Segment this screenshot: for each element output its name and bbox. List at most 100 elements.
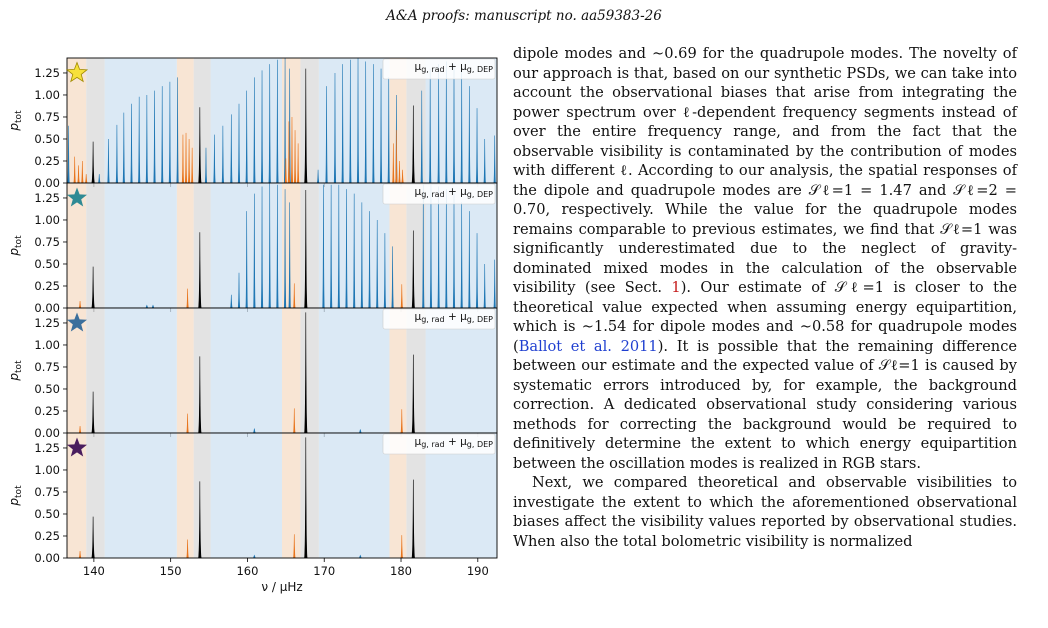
mode-peak-l2 [400, 409, 403, 433]
paragraph-1-part-a: dipole modes and ∼0.69 for the quadrupol… [513, 45, 1017, 296]
y-tick-label: 1.00 [34, 338, 60, 352]
mode-peak-l1 [493, 135, 496, 183]
mode-peak-l2 [398, 160, 401, 183]
paragraph-2: Next, we compared theoretical and observ… [513, 474, 1017, 550]
panel-legend-label: μg, rad + μg, DEP [415, 186, 494, 199]
mode-peak-l1 [372, 64, 375, 183]
body-text-column: dipole modes and ∼0.69 for the quadrupol… [513, 44, 1017, 551]
panel-frame [66, 432, 498, 559]
star-marker-icon [67, 187, 87, 207]
mode-peak-l1 [237, 103, 241, 183]
frequency-band-l0 [86, 183, 105, 308]
mode-peak-l0 [304, 68, 308, 183]
paragraph-1: dipole modes and ∼0.69 for the quadrupol… [513, 44, 1017, 473]
mode-peak-l2 [73, 156, 76, 183]
mode-peak-l0 [411, 105, 416, 183]
mode-peak-l1 [379, 68, 383, 183]
mode-peak-l1 [107, 138, 110, 183]
mode-peak-l1 [153, 90, 156, 183]
mode-peak-l1 [333, 72, 337, 183]
frequency-band-l0 [193, 308, 211, 433]
frequency-band-l0 [300, 183, 319, 308]
panel-plot-area [67, 308, 497, 433]
mode-peak-l1 [245, 90, 248, 183]
mode-peak-l2 [293, 283, 296, 308]
x-tick-label: 170 [313, 564, 335, 578]
mode-peak-l2 [184, 132, 188, 183]
mode-peak-l2 [78, 300, 82, 308]
frequency-band-l1 [104, 433, 177, 558]
frequency-band-l0 [193, 58, 211, 183]
frequency-band-l2 [282, 308, 301, 433]
panel-legend-box [382, 433, 496, 455]
frequency-band-l2 [176, 183, 194, 308]
mode-peak-l1 [483, 263, 486, 308]
y-tick-label: 1.25 [34, 441, 60, 455]
mode-peak-l1 [253, 193, 256, 308]
frequency-band-l0 [406, 433, 426, 558]
y-axis-label: ptot [7, 235, 24, 257]
mode-peak-l1 [161, 86, 164, 183]
frequency-band-l2 [176, 58, 194, 183]
frequency-band-l1 [318, 58, 390, 183]
x-axis-label: ν / μHz [261, 580, 302, 594]
mode-peak-l0 [411, 354, 416, 433]
mode-peak-l2 [400, 284, 403, 308]
frequency-band-l2 [389, 308, 407, 433]
mode-peak-l1 [145, 304, 149, 308]
frequency-band-l0 [406, 183, 426, 308]
mode-peak-l1 [230, 294, 233, 308]
mode-peak-l1 [151, 304, 155, 308]
mode-peak-l1 [276, 59, 279, 183]
y-tick-label: 0.50 [34, 132, 60, 146]
panel-legend-box [382, 58, 496, 80]
mode-peak-l1 [204, 147, 208, 183]
y-tick-label: 0.75 [34, 110, 60, 124]
y-tick-label: 0.75 [34, 485, 60, 499]
frequency-band-l0 [300, 308, 319, 433]
frequency-band-l2 [176, 308, 194, 433]
frequency-band-l1 [104, 58, 177, 183]
y-tick-label: 1.00 [34, 88, 60, 102]
frequency-band-l1 [104, 183, 177, 308]
mode-peak-l0 [91, 266, 95, 308]
mode-peak-l1 [253, 77, 256, 183]
mode-peak-l2 [84, 174, 88, 183]
mode-peak-l1 [364, 61, 367, 183]
frequency-band-l2 [67, 433, 87, 558]
figure-panel-1: 0.00 0.25 0.50 0.75 1.00 1.25 ptot μg, rad + μg… [7, 57, 498, 190]
mode-peak-l2 [293, 534, 296, 558]
frequency-band-l2 [282, 433, 301, 558]
frequency-band-l0 [300, 433, 319, 558]
frequency-band-l2 [67, 183, 87, 308]
y-tick-label: 0.75 [34, 360, 60, 374]
mode-peak-l1 [322, 184, 325, 308]
mode-peak-l1 [288, 202, 291, 308]
mode-peak-l2 [187, 138, 191, 183]
mode-peak-l2 [400, 535, 403, 558]
x-tick-label: 190 [467, 564, 489, 578]
frequency-band-l0 [86, 58, 105, 183]
panel-legend-label: μg, rad + μg, DEP [415, 436, 494, 449]
mode-peak-l1 [383, 233, 387, 308]
mode-peak-l1 [221, 125, 225, 183]
y-axis-label: ptot [7, 110, 24, 132]
mode-peak-l1 [316, 169, 320, 183]
y-tick-label: 0.00 [34, 426, 60, 440]
frequency-band-l2 [389, 58, 407, 183]
mode-peak-l1 [253, 428, 256, 433]
x-tick-label: 160 [236, 564, 258, 578]
mode-peak-l1 [260, 186, 264, 308]
citation-link-ballot-2011[interactable]: Ballot et al. 2011 [518, 337, 658, 355]
mode-peak-l1 [349, 59, 352, 183]
mode-peak-l0 [198, 356, 202, 433]
mode-peak-l1 [352, 193, 356, 308]
y-tick-label: 1.00 [34, 463, 60, 477]
frequency-band-l1 [318, 308, 390, 433]
x-tick-label: 140 [83, 564, 105, 578]
y-tick-label: 0.25 [34, 279, 60, 293]
y-tick-label: 0.25 [34, 404, 60, 418]
mode-peak-l1 [468, 211, 471, 308]
section-reference-link[interactable]: 1 [671, 279, 681, 296]
mode-peak-l1 [253, 554, 256, 558]
